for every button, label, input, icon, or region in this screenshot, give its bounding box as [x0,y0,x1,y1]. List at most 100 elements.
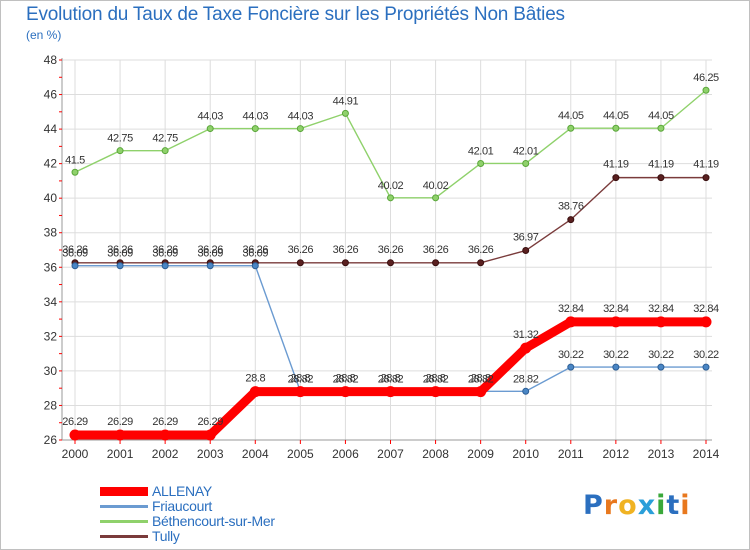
data-point-1 [251,262,259,270]
data-label-0: 26.29 [152,416,178,428]
data-label-0: 28.8 [381,373,401,385]
data-label-0: 28.8 [290,373,310,385]
data-label-2: 44.05 [648,110,674,122]
data-point-2 [567,124,575,132]
data-point-1 [567,363,575,371]
data-label-0: 28.8 [471,373,491,385]
chart-title: Evolution du Taux de Taxe Foncière sur l… [26,4,565,25]
y-tick-label: 28 [44,398,58,412]
data-point-0 [430,386,442,398]
data-point-0 [475,386,487,398]
data-label-0: 32.84 [648,303,674,315]
x-tick-label: 2007 [377,447,404,461]
y-tick-label: 42 [44,157,58,171]
data-label-0: 28.8 [336,373,356,385]
x-tick-label: 2010 [512,447,539,461]
y-tick-label: 46 [44,88,58,102]
x-tick-label: 2013 [648,447,675,461]
data-point-1 [116,262,124,270]
legend-label-allenay: ALLENAY [152,483,212,499]
data-label-1: 36.09 [62,248,88,260]
data-label-2: 44.03 [197,111,223,123]
data-label-1: 36.09 [243,248,269,260]
data-label-3: 38.76 [558,201,584,213]
data-label-0: 32.84 [693,303,719,315]
data-point-0 [204,429,216,441]
data-label-1: 28.82 [513,373,539,385]
data-label-3: 36.26 [333,244,359,256]
data-label-1: 36.09 [152,248,178,260]
data-point-3 [702,174,710,182]
data-label-2: 40.02 [423,180,449,192]
logo-letter: i [656,490,667,521]
data-label-3: 41.19 [648,159,674,171]
logo-letter: P [583,490,604,521]
data-label-2: 40.02 [378,180,404,192]
data-point-1 [702,363,710,371]
data-point-0 [249,386,261,398]
proxiti-logo: Proxiti [583,490,691,521]
data-point-2 [387,194,394,202]
data-label-3: 36.26 [468,244,494,256]
data-point-1 [71,262,79,270]
y-tick-label: 44 [44,122,58,136]
logo-letter: r [603,490,619,521]
x-tick-label: 2011 [558,447,584,461]
data-label-2: 42.75 [152,133,178,145]
data-point-3 [432,259,440,267]
legend-label-friaucourt: Friaucourt [152,498,213,514]
legend-label-bethencourt: Béthencourt-sur-Mer [152,513,275,529]
y-tick-label: 34 [44,295,58,309]
y-tick-label: 26 [44,433,58,447]
y-tick-label: 36 [44,260,58,274]
data-label-0: 26.29 [197,416,223,428]
data-point-0 [114,429,126,441]
data-point-0 [385,386,396,398]
data-label-1: 30.22 [648,349,674,361]
data-label-1: 30.22 [603,349,629,361]
legend-swatch-tully [100,535,148,538]
data-point-3 [341,259,349,267]
data-label-2: 44.91 [333,95,359,107]
x-tick-label: 2003 [197,447,224,461]
y-tick-label: 48 [44,53,58,67]
data-point-1 [522,387,530,395]
data-point-2 [432,194,440,202]
data-label-0: 31.32 [513,329,539,341]
data-point-2 [657,124,665,132]
x-tick-label: 2014 [693,447,720,461]
data-point-0 [655,316,667,328]
data-label-3: 36.97 [513,232,539,244]
data-point-0 [565,316,577,328]
x-tick-label: 2005 [287,447,314,461]
legend-swatch-friaucourt [100,505,148,508]
data-point-2 [702,86,710,94]
x-tick-label: 2009 [467,447,494,461]
data-label-0: 28.8 [426,373,446,385]
data-label-1: 28.82 [423,373,449,385]
data-label-0: 26.29 [107,416,133,428]
data-point-0 [339,386,351,398]
data-label-1: 28.82 [288,373,314,385]
data-point-1 [206,262,214,270]
data-label-0: 26.29 [62,416,88,428]
data-point-3 [522,247,530,255]
data-point-0 [69,429,81,441]
data-label-2: 42.01 [468,145,494,157]
legend-label-tully: Tully [152,528,180,544]
data-label-3: 36.26 [197,244,223,256]
data-label-1: 28.82 [333,373,359,385]
data-label-3: 41.19 [693,159,719,171]
x-tick-label: 2012 [603,447,630,461]
data-point-0 [610,316,622,328]
data-label-3: 41.19 [603,159,629,171]
y-tick-label: 40 [44,191,58,205]
data-label-3: 36.26 [288,244,314,256]
y-tick-label: 38 [44,226,58,240]
data-label-3: 36.26 [423,244,449,256]
data-point-2 [612,124,620,132]
data-point-1 [612,363,620,371]
data-point-1 [657,363,665,371]
logo-letter: o [618,490,638,521]
